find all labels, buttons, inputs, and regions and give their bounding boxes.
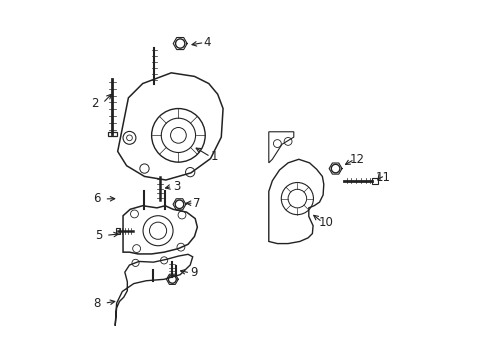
- Text: 6: 6: [93, 193, 101, 206]
- Bar: [108, 132, 116, 136]
- Text: 1: 1: [210, 150, 218, 163]
- Text: 8: 8: [93, 297, 101, 310]
- Bar: [371, 178, 377, 184]
- Text: 7: 7: [192, 197, 200, 210]
- Text: 4: 4: [203, 36, 210, 49]
- Text: 12: 12: [349, 153, 364, 166]
- Text: 5: 5: [95, 229, 102, 242]
- Text: 3: 3: [173, 180, 180, 193]
- Text: 11: 11: [375, 171, 390, 184]
- Text: 2: 2: [91, 97, 99, 110]
- Text: 10: 10: [318, 216, 333, 229]
- Text: 9: 9: [190, 266, 197, 279]
- Bar: [116, 228, 120, 234]
